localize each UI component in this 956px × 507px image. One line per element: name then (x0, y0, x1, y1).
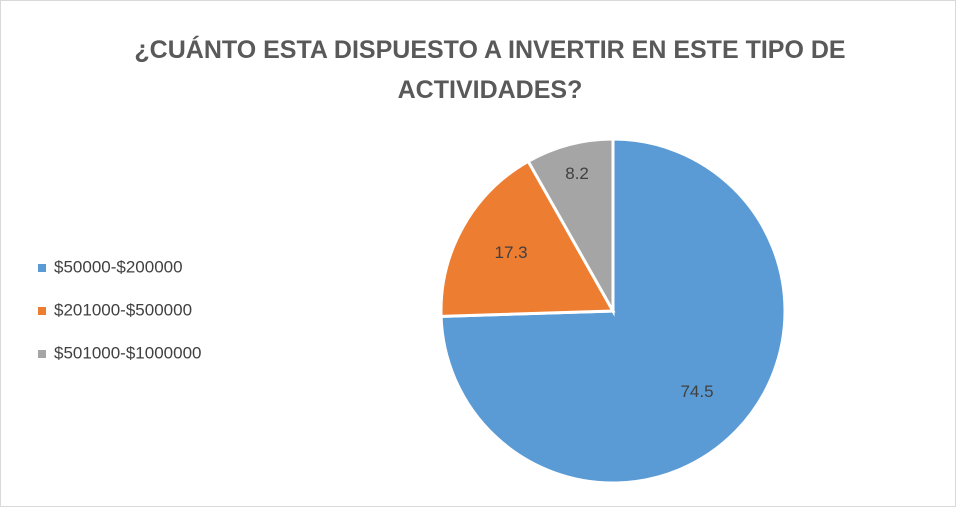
legend-swatch (38, 264, 46, 272)
legend-swatch (38, 307, 46, 315)
data-label: 8.2 (565, 164, 589, 183)
legend-label: $50000-$200000 (54, 257, 183, 276)
legend-swatch (38, 350, 46, 358)
legend-label: $201000-$500000 (54, 300, 192, 319)
data-label: 74.5 (680, 382, 713, 401)
legend-label: $501000-$1000000 (54, 343, 201, 362)
pie-slice (439, 159, 616, 318)
chart-title: ¿CUÁNTO ESTA DISPUESTO A INVERTIR EN EST… (134, 36, 846, 104)
pie-slice (526, 137, 615, 317)
data-label: 17.3 (494, 243, 527, 262)
